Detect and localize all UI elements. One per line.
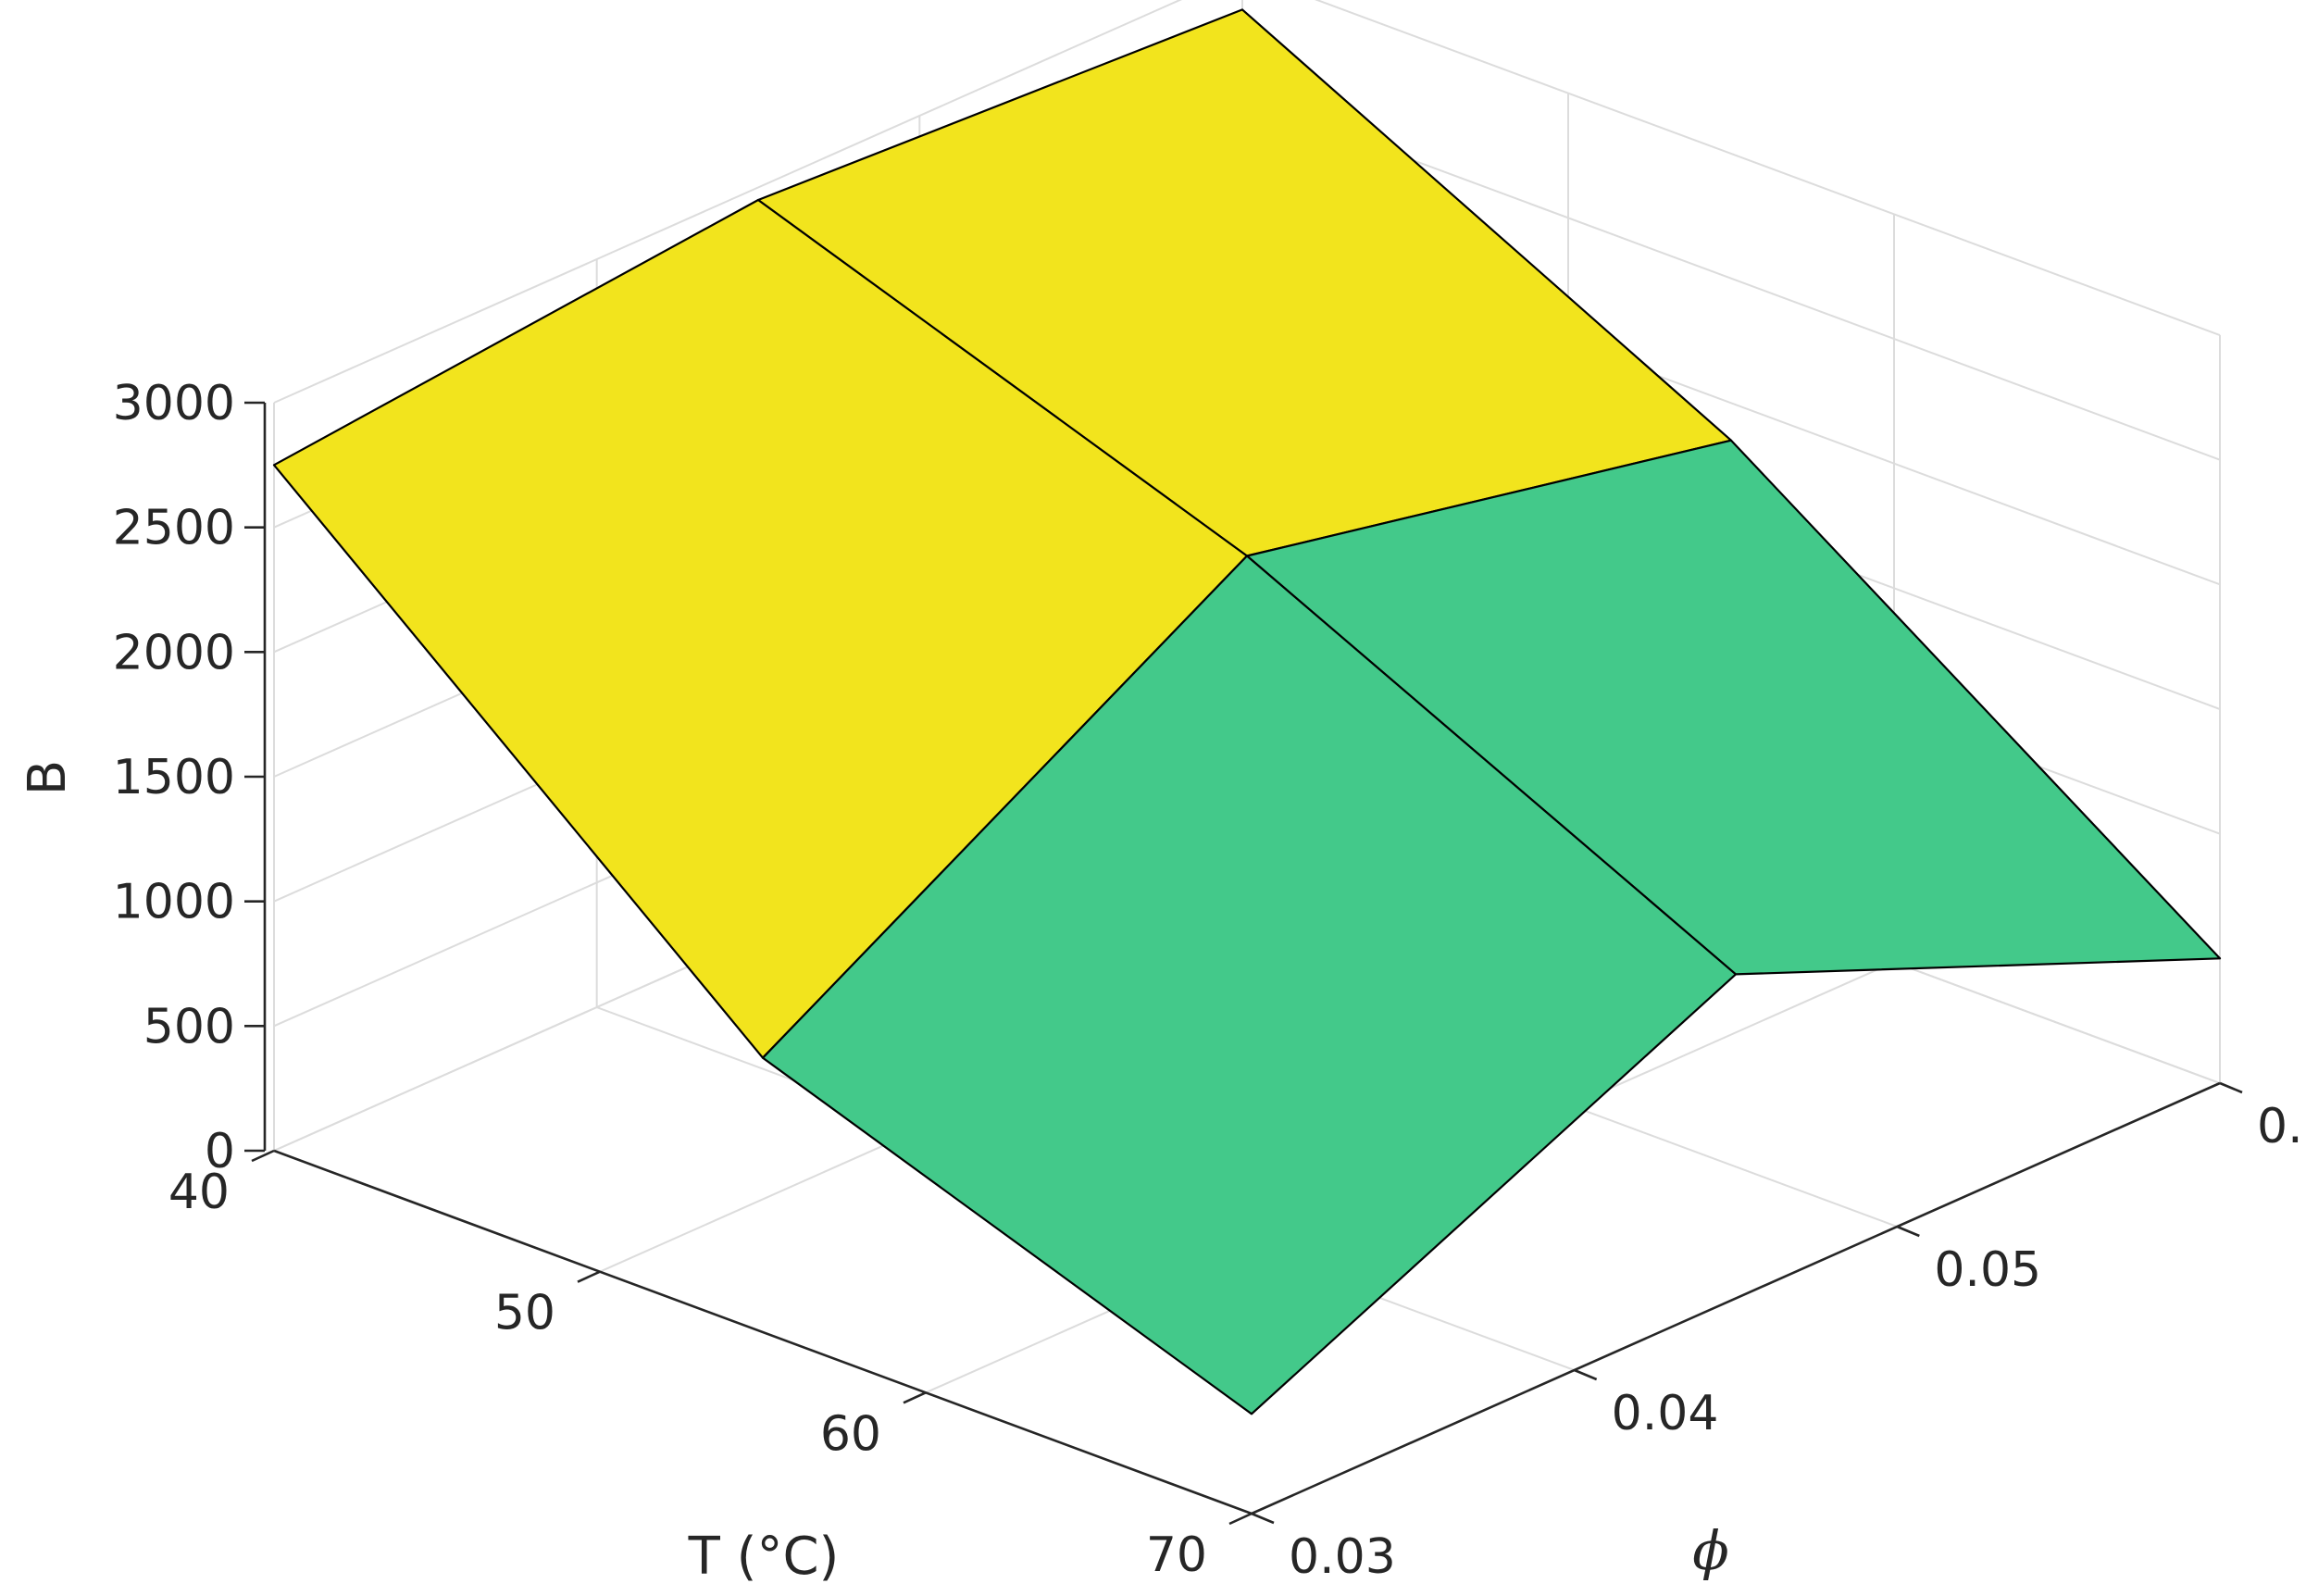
x-tick [903, 1391, 927, 1404]
z-tick-label: 1000 [113, 875, 235, 930]
y-tick-label: 0.06 [2257, 1099, 2306, 1154]
x-tick-label: 50 [494, 1286, 555, 1341]
z-tick-label: 2000 [113, 625, 235, 680]
y-tick [1574, 1368, 1598, 1381]
x-tick [1228, 1512, 1253, 1526]
axes [244, 401, 2243, 1526]
x-tick [577, 1270, 601, 1283]
z-tick-label: 2500 [113, 501, 235, 556]
tick-labels: 0 500 1000 1500 2000 2500 3000 40 50 60 70 0.03 0.04… [113, 376, 2306, 1585]
y-tick-label: 0.03 [1289, 1529, 1396, 1585]
z-tick-label: 3000 [113, 376, 235, 431]
grid-line [273, 0, 1182, 404]
y-axis-label: ϕ [1692, 1519, 1729, 1582]
z-tick-label: 1500 [113, 750, 235, 805]
y-tick [1896, 1225, 1920, 1238]
x-tick-label: 40 [168, 1165, 230, 1220]
z-tick-label: 500 [143, 999, 235, 1054]
y-tick [1251, 1512, 1275, 1525]
y-tick-label: 0.05 [1934, 1242, 2041, 1298]
x-tick [251, 1149, 275, 1163]
grid-line [1314, 0, 2221, 336]
surface-patch [761, 555, 1738, 1415]
x-tick-label: 60 [820, 1406, 881, 1462]
z-tick-label: 0 [205, 1124, 235, 1179]
y-tick-label: 0.04 [1612, 1386, 1719, 1441]
y-axis-line [1251, 1081, 2221, 1515]
x-axis-label: T (°C) [688, 1527, 840, 1587]
z-axis-label: B [18, 760, 78, 795]
x-tick-label: 70 [1146, 1527, 1207, 1583]
surface [272, 8, 2222, 1415]
y-tick [2219, 1081, 2243, 1094]
x-axis-line [273, 1149, 1253, 1515]
